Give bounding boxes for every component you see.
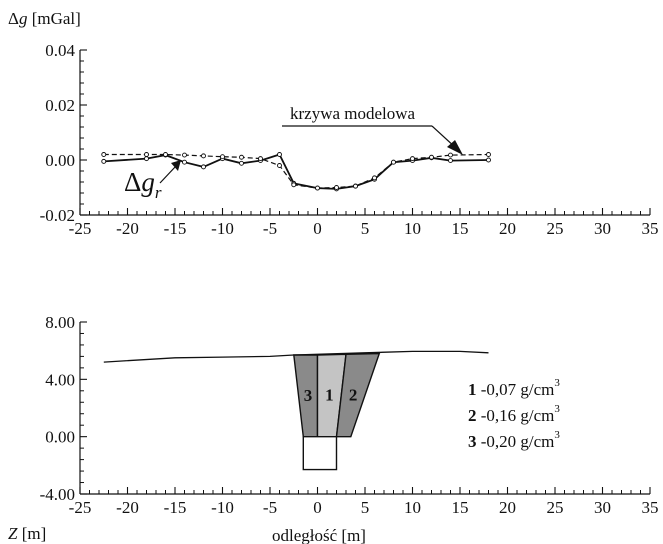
bottom-x-tick-label: -5 [263, 498, 277, 517]
residual-anomaly-point [182, 159, 187, 165]
residual-anomaly-point [277, 152, 282, 157]
gravity-anomaly-chart: Δg [mGal] -25 -20 -15 -10 -5 0 5 10 15 20 25 30 35 -0… [8, 9, 659, 238]
bottom-y-tick-label: 4.00 [45, 370, 75, 389]
bottom-x-tick-label: 35 [642, 498, 659, 517]
top-series [101, 152, 491, 192]
model-curve-point [372, 175, 377, 181]
top-x-tick-label: 5 [361, 219, 370, 238]
density-body-label-1: 1 [325, 386, 334, 405]
bottom-x-tick-label: 10 [404, 498, 421, 517]
model-curve-point [353, 183, 358, 189]
bottom-x-tick-label: -10 [211, 498, 234, 517]
model-curve-point [429, 154, 434, 160]
model-curve-arrow [282, 125, 463, 155]
model-curve-point [391, 159, 396, 165]
bottom-y-axis-label: Z [m] [8, 524, 46, 543]
model-curve-point [410, 156, 415, 162]
model-curve-point [163, 152, 168, 157]
model-curve-point [182, 152, 187, 158]
top-axes [79, 49, 651, 216]
model-curve-point [277, 163, 282, 168]
bottom-x-tick-label: -15 [164, 498, 187, 517]
top-x-tick-label: -25 [69, 219, 92, 238]
legend-item-3: 3 -0,20 g/cm3 [468, 429, 560, 451]
model-curve-point [334, 185, 339, 190]
residual-anomaly-point [101, 158, 107, 164]
top-x-tick-label: 25 [547, 219, 564, 238]
top-tick-labels: -25 -20 -15 -10 -5 0 5 10 15 20 25 30 35 -0.02 0.00 0.0… [40, 41, 659, 238]
bottom-x-tick-label: 25 [547, 498, 564, 517]
density-model-chart: -25 -20 -15 -10 -5 0 5 10 15 20 25 30 35 -4.00 0.00 4.0… [8, 313, 659, 544]
density-legend: 1 -0,07 g/cm3 2 -0,16 g/cm3 3 -0,20 g/cm… [468, 377, 560, 451]
top-y-tick-label: -0.02 [40, 206, 75, 225]
top-y-tick-label: 0.00 [45, 151, 75, 170]
residual-anomaly-point [144, 156, 149, 162]
bottom-axes [79, 321, 651, 495]
void-body [302, 436, 338, 471]
residual-anomaly-point [448, 158, 453, 164]
bottom-x-axis-label: odległość [m] [272, 526, 366, 544]
model-curve-point [201, 153, 206, 159]
bottom-x-tick-label: 0 [313, 498, 322, 517]
terrain-surface-line [103, 350, 489, 363]
top-x-tick-label: 0 [313, 219, 322, 238]
bottom-y-tick-label: 8.00 [45, 313, 75, 332]
bottom-x-tick-label: 5 [361, 498, 370, 517]
top-x-tick-label: -15 [164, 219, 187, 238]
legend-item-1: 1 -0,07 g/cm3 [468, 377, 560, 399]
top-x-tick-label: -20 [116, 219, 139, 238]
residual-anomaly-point [486, 157, 491, 163]
top-x-tick-label: 30 [594, 219, 611, 238]
model-curve-point [258, 156, 263, 162]
legend-item-2: 2 -0,16 g/cm3 [468, 403, 560, 425]
model-curve-point [101, 152, 107, 157]
bottom-x-tick-label: 30 [594, 498, 611, 517]
bottom-x-tick-label: -25 [69, 498, 92, 517]
model-curve-point [220, 154, 225, 160]
density-body-2 [335, 352, 381, 438]
residual-anomaly-point [201, 164, 206, 170]
model-curve-label: krzywa modelowa [290, 104, 416, 123]
bottom-x-tick-label: 20 [499, 498, 516, 517]
top-x-tick-label: 15 [452, 219, 469, 238]
top-y-tick-label: 0.02 [45, 96, 75, 115]
top-x-tick-label: 20 [499, 219, 516, 238]
top-x-tick-label: 10 [404, 219, 421, 238]
top-y-tick-label: 0.04 [45, 41, 75, 60]
residual-anomaly-arrow [159, 160, 181, 184]
top-x-tick-label: -10 [211, 219, 234, 238]
model-curve-point [144, 152, 149, 157]
top-x-tick-label: 35 [642, 219, 659, 238]
model-curve-point [239, 154, 244, 160]
density-body-label-2: 2 [349, 385, 358, 404]
bottom-y-tick-label: -4.00 [40, 485, 75, 504]
model-curve-point [448, 152, 453, 158]
residual-anomaly-point [239, 160, 244, 166]
model-curve-point [486, 152, 491, 157]
bottom-tick-labels: -25 -20 -15 -10 -5 0 5 10 15 20 25 30 35 -4.00 0.00 4.0… [40, 313, 659, 517]
model-curve-point [291, 182, 297, 188]
top-x-tick-label: -5 [263, 219, 277, 238]
bottom-y-tick-label: 0.00 [45, 428, 75, 447]
top-y-axis-label: Δg [mGal] [8, 9, 81, 28]
model-curve-point [315, 185, 320, 191]
density-body-label-3: 3 [304, 386, 313, 405]
bottom-x-tick-label: 15 [452, 498, 469, 517]
residual-anomaly-label: Δgr [124, 167, 162, 202]
bottom-x-tick-label: -20 [116, 498, 139, 517]
